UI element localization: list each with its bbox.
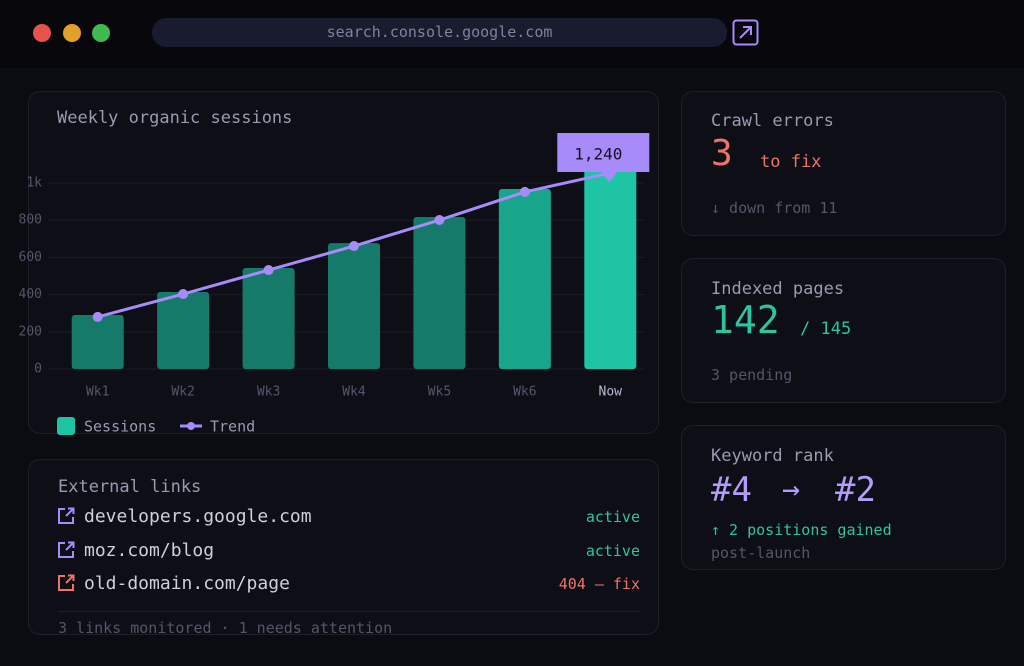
trend-point	[519, 186, 530, 197]
x-tick-label: Wk5	[428, 385, 451, 400]
indexed-note: 3 pending	[711, 366, 793, 384]
x-tick-label: Wk6	[513, 385, 536, 400]
keyword-card	[681, 425, 1006, 570]
link-url[interactable]: moz.com/blog	[84, 539, 215, 561]
legend-label: Trend	[210, 418, 255, 436]
bar	[71, 315, 124, 369]
link-url[interactable]: old-domain.com/page	[84, 573, 290, 594]
x-tick-label: Wk3	[257, 385, 280, 400]
minimize-button[interactable]	[63, 24, 81, 42]
indexed-card	[681, 258, 1006, 403]
x-tick-label: Wk1	[86, 385, 109, 400]
bar	[584, 138, 637, 369]
maximize-button[interactable]	[92, 24, 110, 42]
trend-point	[263, 265, 274, 276]
chart-title: Weekly organic sessions	[57, 108, 292, 128]
crawl-value: 3	[711, 133, 733, 174]
links-title: External links	[58, 477, 202, 497]
trend-point	[178, 289, 189, 300]
link-status: active	[585, 541, 640, 560]
keyword-change: ↑ 2 positions gained	[711, 521, 892, 539]
keyword-title: Keyword rank	[711, 446, 834, 466]
link-icon	[58, 507, 75, 524]
y-tick-label: 800	[19, 213, 42, 228]
close-button[interactable]	[33, 24, 51, 42]
data-label: 1,240	[574, 145, 622, 164]
x-tick-label: Wk4	[342, 385, 366, 400]
divider	[58, 611, 640, 612]
link-status: active	[585, 508, 640, 526]
trend-point	[92, 311, 103, 322]
link-url[interactable]: developers.google.com	[84, 506, 312, 527]
crawl-unit: to fix	[760, 152, 822, 172]
link-icon	[58, 541, 75, 558]
y-tick-label: 600	[19, 250, 42, 265]
trend-point	[349, 241, 359, 252]
indexed-total: / 145	[800, 319, 852, 339]
crawl-note: ↓ down from 11	[711, 199, 838, 217]
tooltip	[557, 133, 650, 182]
y-tick-label: 400	[19, 287, 42, 302]
keyword-to: #2	[835, 470, 876, 510]
url-bar[interactable]: search.console.google.com	[152, 18, 727, 47]
link-status: 404 — fix	[558, 575, 640, 593]
links-card	[28, 459, 659, 635]
bar	[328, 243, 380, 369]
bar	[242, 268, 295, 369]
trend-point	[434, 215, 445, 226]
y-tick-label: 0	[34, 362, 42, 377]
legend-swatch	[57, 417, 75, 435]
crawl-title: Crawl errors	[711, 111, 834, 131]
legend-dot	[187, 422, 195, 430]
legend-label: Sessions	[84, 418, 156, 436]
bar	[498, 188, 551, 369]
x-tick-label: Wk2	[171, 385, 194, 400]
keyword-from: #4	[711, 470, 752, 510]
open-external[interactable]	[732, 19, 759, 46]
y-tick-label: 1k	[26, 176, 42, 191]
bar	[157, 291, 210, 369]
x-tick-label: Now	[599, 385, 623, 400]
links-footer: 3 links monitored · 1 needs attention	[58, 619, 393, 637]
keyword-note: post-launch	[711, 544, 811, 562]
bar	[413, 217, 466, 369]
indexed-value: 142	[711, 298, 780, 342]
keyword-arrow: →	[782, 472, 801, 507]
y-tick-label: 200	[19, 324, 42, 339]
indexed-title: Indexed pages	[711, 279, 845, 299]
link-icon	[58, 574, 75, 591]
crawl-card	[681, 91, 1006, 236]
